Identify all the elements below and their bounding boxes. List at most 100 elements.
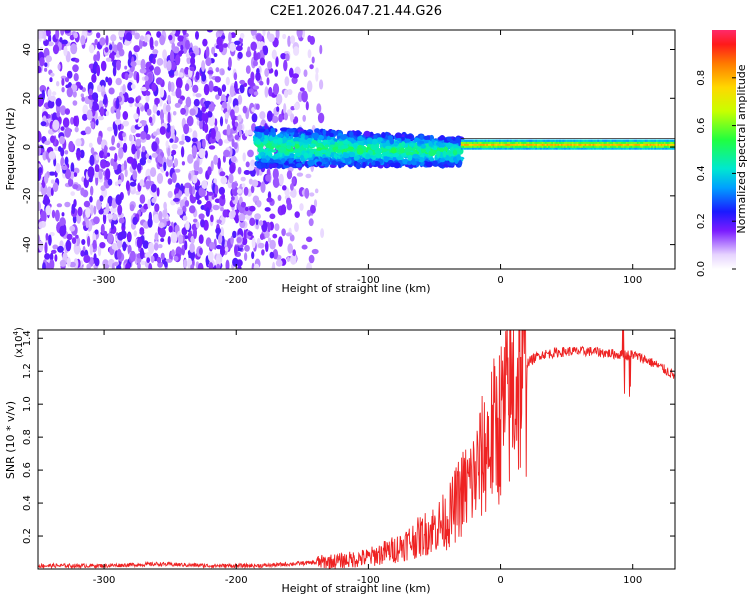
- spectrogram-cell: [263, 130, 270, 136]
- spectrogram-cell: [151, 197, 157, 203]
- spectrogram-cell: [180, 146, 185, 158]
- spectrogram-cell: [602, 145, 604, 148]
- spectrogram-cell: [90, 205, 94, 216]
- spectrogram-cell: [668, 147, 671, 150]
- spectrogram-cell: [156, 173, 164, 184]
- spectrogram-cell: [470, 143, 473, 146]
- spectrogram-cell: [557, 147, 560, 150]
- spectrogram-cell: [516, 145, 519, 148]
- spectrogram-cell: [187, 154, 194, 164]
- spectrogram-cell: [183, 123, 190, 135]
- spectrogram-cell: [221, 69, 225, 75]
- spectrogram-cell: [61, 78, 65, 86]
- spectrogram-cell: [549, 139, 552, 142]
- spectrogram-cell: [376, 137, 383, 143]
- spectrogram-cell: [446, 136, 452, 142]
- spectrogram-cell: [479, 147, 482, 150]
- spectrogram-cell: [136, 237, 143, 249]
- spectrogram-cell: [153, 66, 161, 76]
- spectrogram-cell: [371, 138, 378, 145]
- spectrogram-cell: [629, 139, 631, 142]
- spectrogram-cell: [598, 139, 601, 142]
- spectrogram-cell: [537, 141, 539, 144]
- spectrogram-cell: [51, 209, 56, 219]
- y-tick-label: 1.2: [22, 363, 33, 379]
- spectrogram-cell: [573, 147, 576, 150]
- spectrogram-cell: [189, 242, 195, 253]
- spectrogram-cell: [45, 55, 52, 63]
- spectrogram-cell: [606, 145, 609, 148]
- spectrogram-cell: [284, 76, 290, 87]
- spectrogram-cell: [668, 143, 671, 146]
- spectrogram-cell: [635, 147, 638, 150]
- spectrogram-cell: [581, 145, 584, 148]
- spectrogram-cell: [600, 141, 603, 144]
- spectrogram-cell: [575, 139, 578, 142]
- spectrogram-cell: [641, 141, 644, 144]
- spectrogram-cell: [122, 120, 130, 127]
- spectrogram-cell: [551, 145, 554, 148]
- spectrogram-cell: [586, 143, 589, 146]
- spectrogram-cell: [643, 141, 646, 144]
- spectrogram-cell: [333, 138, 339, 142]
- spectrogram-cell: [145, 153, 150, 159]
- spectrogram-cell: [250, 41, 257, 51]
- spectrogram-cell: [470, 139, 473, 142]
- spectrogram-cell: [157, 244, 163, 249]
- spectrogram-cell: [283, 103, 287, 115]
- spectrogram-cell: [215, 67, 220, 73]
- spectrogram-cell: [87, 30, 92, 33]
- spectrogram-cell: [131, 143, 137, 155]
- spectrogram-cell: [562, 147, 565, 150]
- spectrogram-cell: [293, 102, 299, 111]
- spectrogram-cell: [545, 139, 547, 142]
- spectrogram-cell: [503, 143, 506, 146]
- spectrogram-cell: [619, 145, 622, 148]
- spectrogram-cell: [244, 244, 250, 252]
- spectrogram-cell: [521, 141, 524, 144]
- spectrogram-cell: [260, 158, 268, 163]
- spectrogram-cell: [198, 247, 203, 256]
- spectrogram-cell: [393, 142, 399, 147]
- spectrogram-cell: [478, 141, 481, 144]
- y-tick-label: -20: [22, 188, 33, 204]
- spectrogram-cell: [516, 147, 519, 150]
- spectrogram-cell: [590, 141, 593, 144]
- spectrogram-cell: [646, 145, 649, 148]
- spectrogram-cell: [594, 141, 597, 144]
- y-tick-label: 20: [22, 92, 33, 105]
- spectrogram-cell: [648, 141, 650, 144]
- spectrogram-cell: [567, 147, 570, 150]
- spectrogram-cell: [342, 153, 350, 159]
- spectrogram-cell: [73, 172, 78, 177]
- spectrogram-cell: [205, 207, 210, 217]
- spectrogram-cell: [627, 143, 630, 146]
- spectrogram-cell: [568, 139, 571, 142]
- spectrogram-cell: [465, 147, 468, 150]
- spectrogram-cell: [73, 32, 78, 39]
- spectrogram-cell: [167, 111, 171, 124]
- spectrogram-cell: [62, 224, 67, 236]
- spectrogram-cell: [159, 126, 166, 135]
- spectrogram-cell: [439, 158, 446, 163]
- x-tick-label: -300: [93, 575, 116, 586]
- spectrogram-cell: [215, 94, 220, 100]
- spectrogram-cell: [353, 155, 360, 161]
- spectrogram-cell: [197, 140, 202, 151]
- spectrogram-cell: [629, 145, 631, 148]
- spectrogram-cell: [646, 143, 649, 146]
- spectrogram-cell: [110, 207, 117, 213]
- spectrogram-cell: [76, 150, 81, 160]
- spectrogram-cell: [551, 139, 554, 142]
- spectrogram-cell: [560, 145, 563, 148]
- spectrogram-cell: [231, 138, 235, 148]
- spectrogram-cell: [483, 147, 486, 150]
- spectrogram-cell: [197, 262, 204, 269]
- spectrogram-cell: [87, 81, 94, 92]
- spectrogram-cell: [535, 143, 538, 146]
- spectrogram-cell: [47, 99, 55, 109]
- spectrogram-cell: [80, 187, 85, 196]
- spectrogram-cell: [383, 162, 387, 167]
- spectrogram-cell: [88, 142, 93, 148]
- spectrogram-cell: [649, 141, 652, 144]
